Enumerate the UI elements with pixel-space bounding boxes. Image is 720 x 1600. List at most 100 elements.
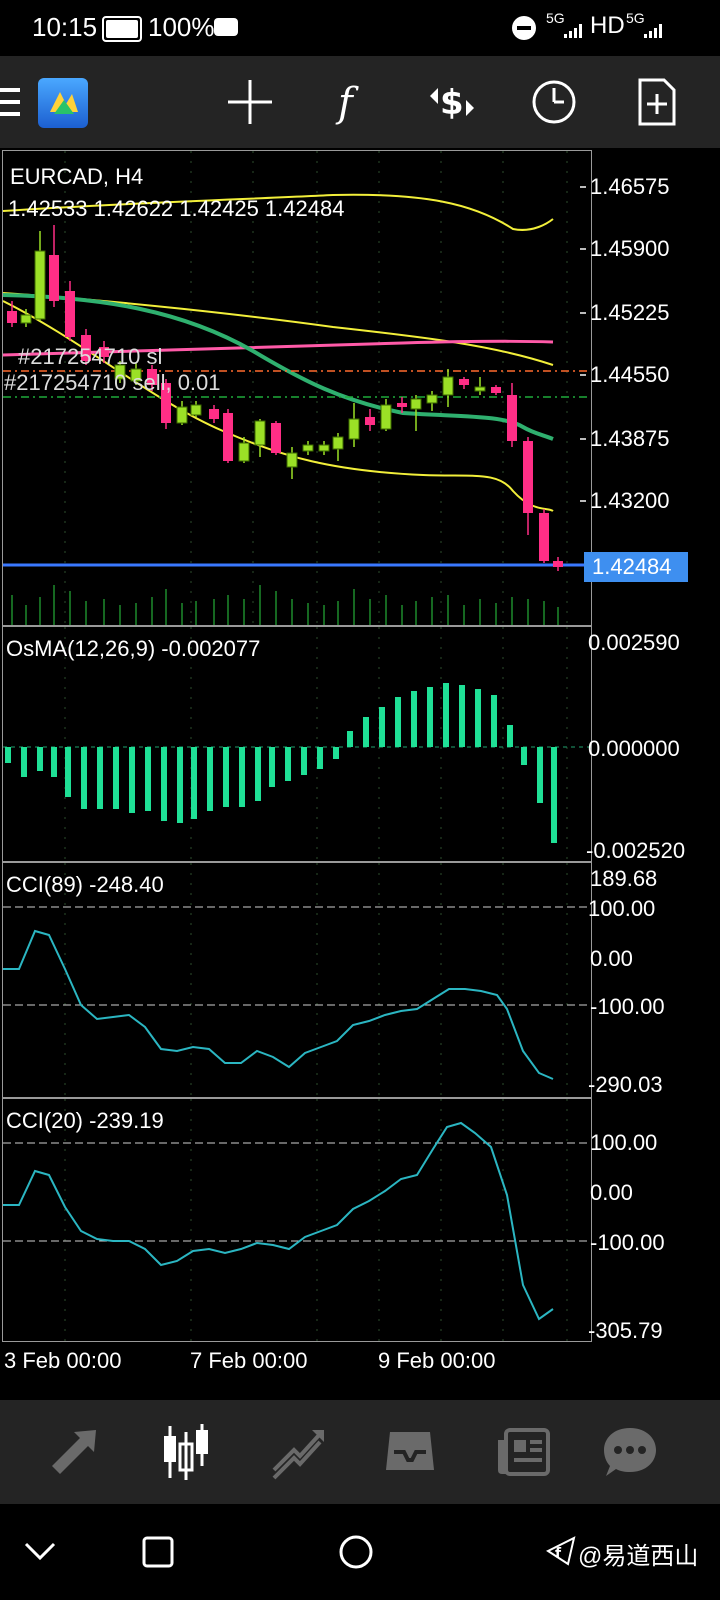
upper-band-line [2, 193, 554, 231]
osma-bar [347, 731, 353, 747]
news-icon[interactable] [494, 1422, 554, 1482]
osma-bar [269, 747, 275, 787]
hd-label: HD [590, 12, 625, 39]
candle-body [474, 386, 486, 392]
indicators-icon[interactable]: f [322, 74, 378, 130]
candle-body [332, 436, 344, 450]
new-order-icon[interactable] [628, 74, 684, 130]
osma-bar [191, 747, 197, 819]
osma-bar [333, 747, 339, 759]
timeframe-clock-icon[interactable] [526, 74, 582, 130]
chart-icon[interactable] [156, 1422, 216, 1482]
cci20-panel[interactable] [2, 1098, 592, 1342]
osma-bar [411, 691, 417, 747]
cci20-line-svg [3, 1099, 591, 1341]
price-tick-label: 1.45900 [590, 236, 670, 261]
time-label: 3 Feb 00:00 [4, 1348, 122, 1373]
svg-text:f: f [555, 1546, 562, 1562]
cci89-panel[interactable] [2, 862, 592, 1098]
candle-body [397, 403, 407, 407]
candle-body [34, 250, 46, 320]
trade-icon[interactable]: $ [424, 74, 480, 130]
watermark-logo-icon: f [545, 1536, 576, 1566]
order-sl-label: #217254710 sl [18, 344, 163, 369]
osma-bar [363, 717, 369, 747]
cci89-tick-min: -290.03 [588, 1072, 663, 1097]
home-icon[interactable] [336, 1532, 376, 1572]
history-icon[interactable] [380, 1422, 440, 1482]
osma-bar [177, 747, 183, 823]
chart-area[interactable]: EURCAD, H4 1.42533 1.42622 1.42425 1.424… [0, 148, 720, 1400]
price-tick-mark [580, 438, 586, 440]
osma-bar [507, 725, 513, 747]
price-panel[interactable] [2, 150, 592, 626]
candle-body [161, 383, 171, 423]
quotes-icon[interactable] [44, 1422, 104, 1482]
candle-body [348, 418, 360, 440]
candle-body [209, 409, 219, 419]
candle-body [114, 364, 126, 380]
metatrader-logo-icon[interactable] [38, 78, 88, 128]
osma-bar [65, 747, 71, 797]
hamburger-icon[interactable] [0, 86, 22, 118]
cci20-tick-neg100: -100.00 [590, 1230, 665, 1255]
osma-bar [521, 747, 527, 765]
cci89-tick-100: 100.00 [588, 896, 656, 921]
osma-bar [21, 747, 27, 777]
cci89-line [3, 929, 554, 1080]
osma-bar [379, 707, 385, 747]
bottom-navigation [0, 1400, 720, 1504]
system-navigation: f @易道西山 [0, 1504, 720, 1600]
candle-body [271, 423, 281, 453]
osma-bar [491, 695, 497, 747]
osma-bar [537, 747, 543, 803]
candle-body [99, 347, 109, 357]
candle-body [20, 314, 32, 324]
cci20-tick-100: 100.00 [590, 1130, 658, 1155]
recent-apps-icon[interactable] [140, 1534, 176, 1570]
candle-body [491, 387, 501, 393]
osma-bar [161, 747, 167, 821]
price-tick-mark [580, 186, 586, 188]
candle-body [130, 368, 142, 382]
cci20-tick-min: -305.79 [588, 1318, 663, 1343]
chevron-down-icon[interactable] [22, 1534, 58, 1570]
osma-panel[interactable] [2, 626, 592, 862]
status-time: 10:15 [32, 12, 98, 42]
candle-body [286, 452, 298, 468]
status-bar: 10:15 100% 5G HD 5G [0, 0, 720, 56]
messages-icon[interactable] [600, 1422, 660, 1482]
current-price-tag: 1.42484 [584, 552, 688, 582]
osma-bar [97, 747, 103, 809]
cci89-line-svg [3, 863, 591, 1097]
osma-bar [5, 747, 11, 763]
osma-bar [475, 689, 481, 747]
ohlc-values: 1.42533 1.42622 1.42425 1.42484 [8, 196, 345, 221]
osma-bar [459, 685, 465, 747]
order-label: #217254710 sell, 0.01 [4, 370, 221, 395]
price-tick-mark [580, 248, 586, 250]
price-tick-label: 1.46575 [590, 174, 670, 199]
trade-icon[interactable] [268, 1422, 328, 1482]
candle-body [65, 291, 75, 337]
osma-bar [145, 747, 151, 811]
candle-body [81, 335, 91, 361]
watermark-text: @易道西山 [578, 1543, 699, 1570]
price-tick-label: 1.43200 [590, 488, 670, 513]
osma-bar [239, 747, 245, 807]
price-tick-mark [580, 374, 586, 376]
cci20-label: CCI(20) -239.19 [6, 1108, 164, 1133]
symbol-title: EURCAD, H4 [10, 164, 144, 189]
osma-bar [113, 747, 119, 809]
current-price-value: 1.42484 [592, 554, 672, 579]
crosshair-icon[interactable] [222, 74, 278, 130]
osma-bar [551, 747, 557, 843]
osma-tick-zero: 0.000000 [588, 736, 680, 761]
cci20-tick-0: 0.00 [590, 1180, 633, 1205]
time-label: 7 Feb 00:00 [190, 1348, 308, 1373]
candle-body [507, 395, 517, 441]
price-chart-svg [2, 151, 591, 625]
cci89-label: CCI(89) -248.40 [6, 872, 164, 897]
osma-bar [81, 747, 87, 809]
candle-body [147, 369, 157, 385]
